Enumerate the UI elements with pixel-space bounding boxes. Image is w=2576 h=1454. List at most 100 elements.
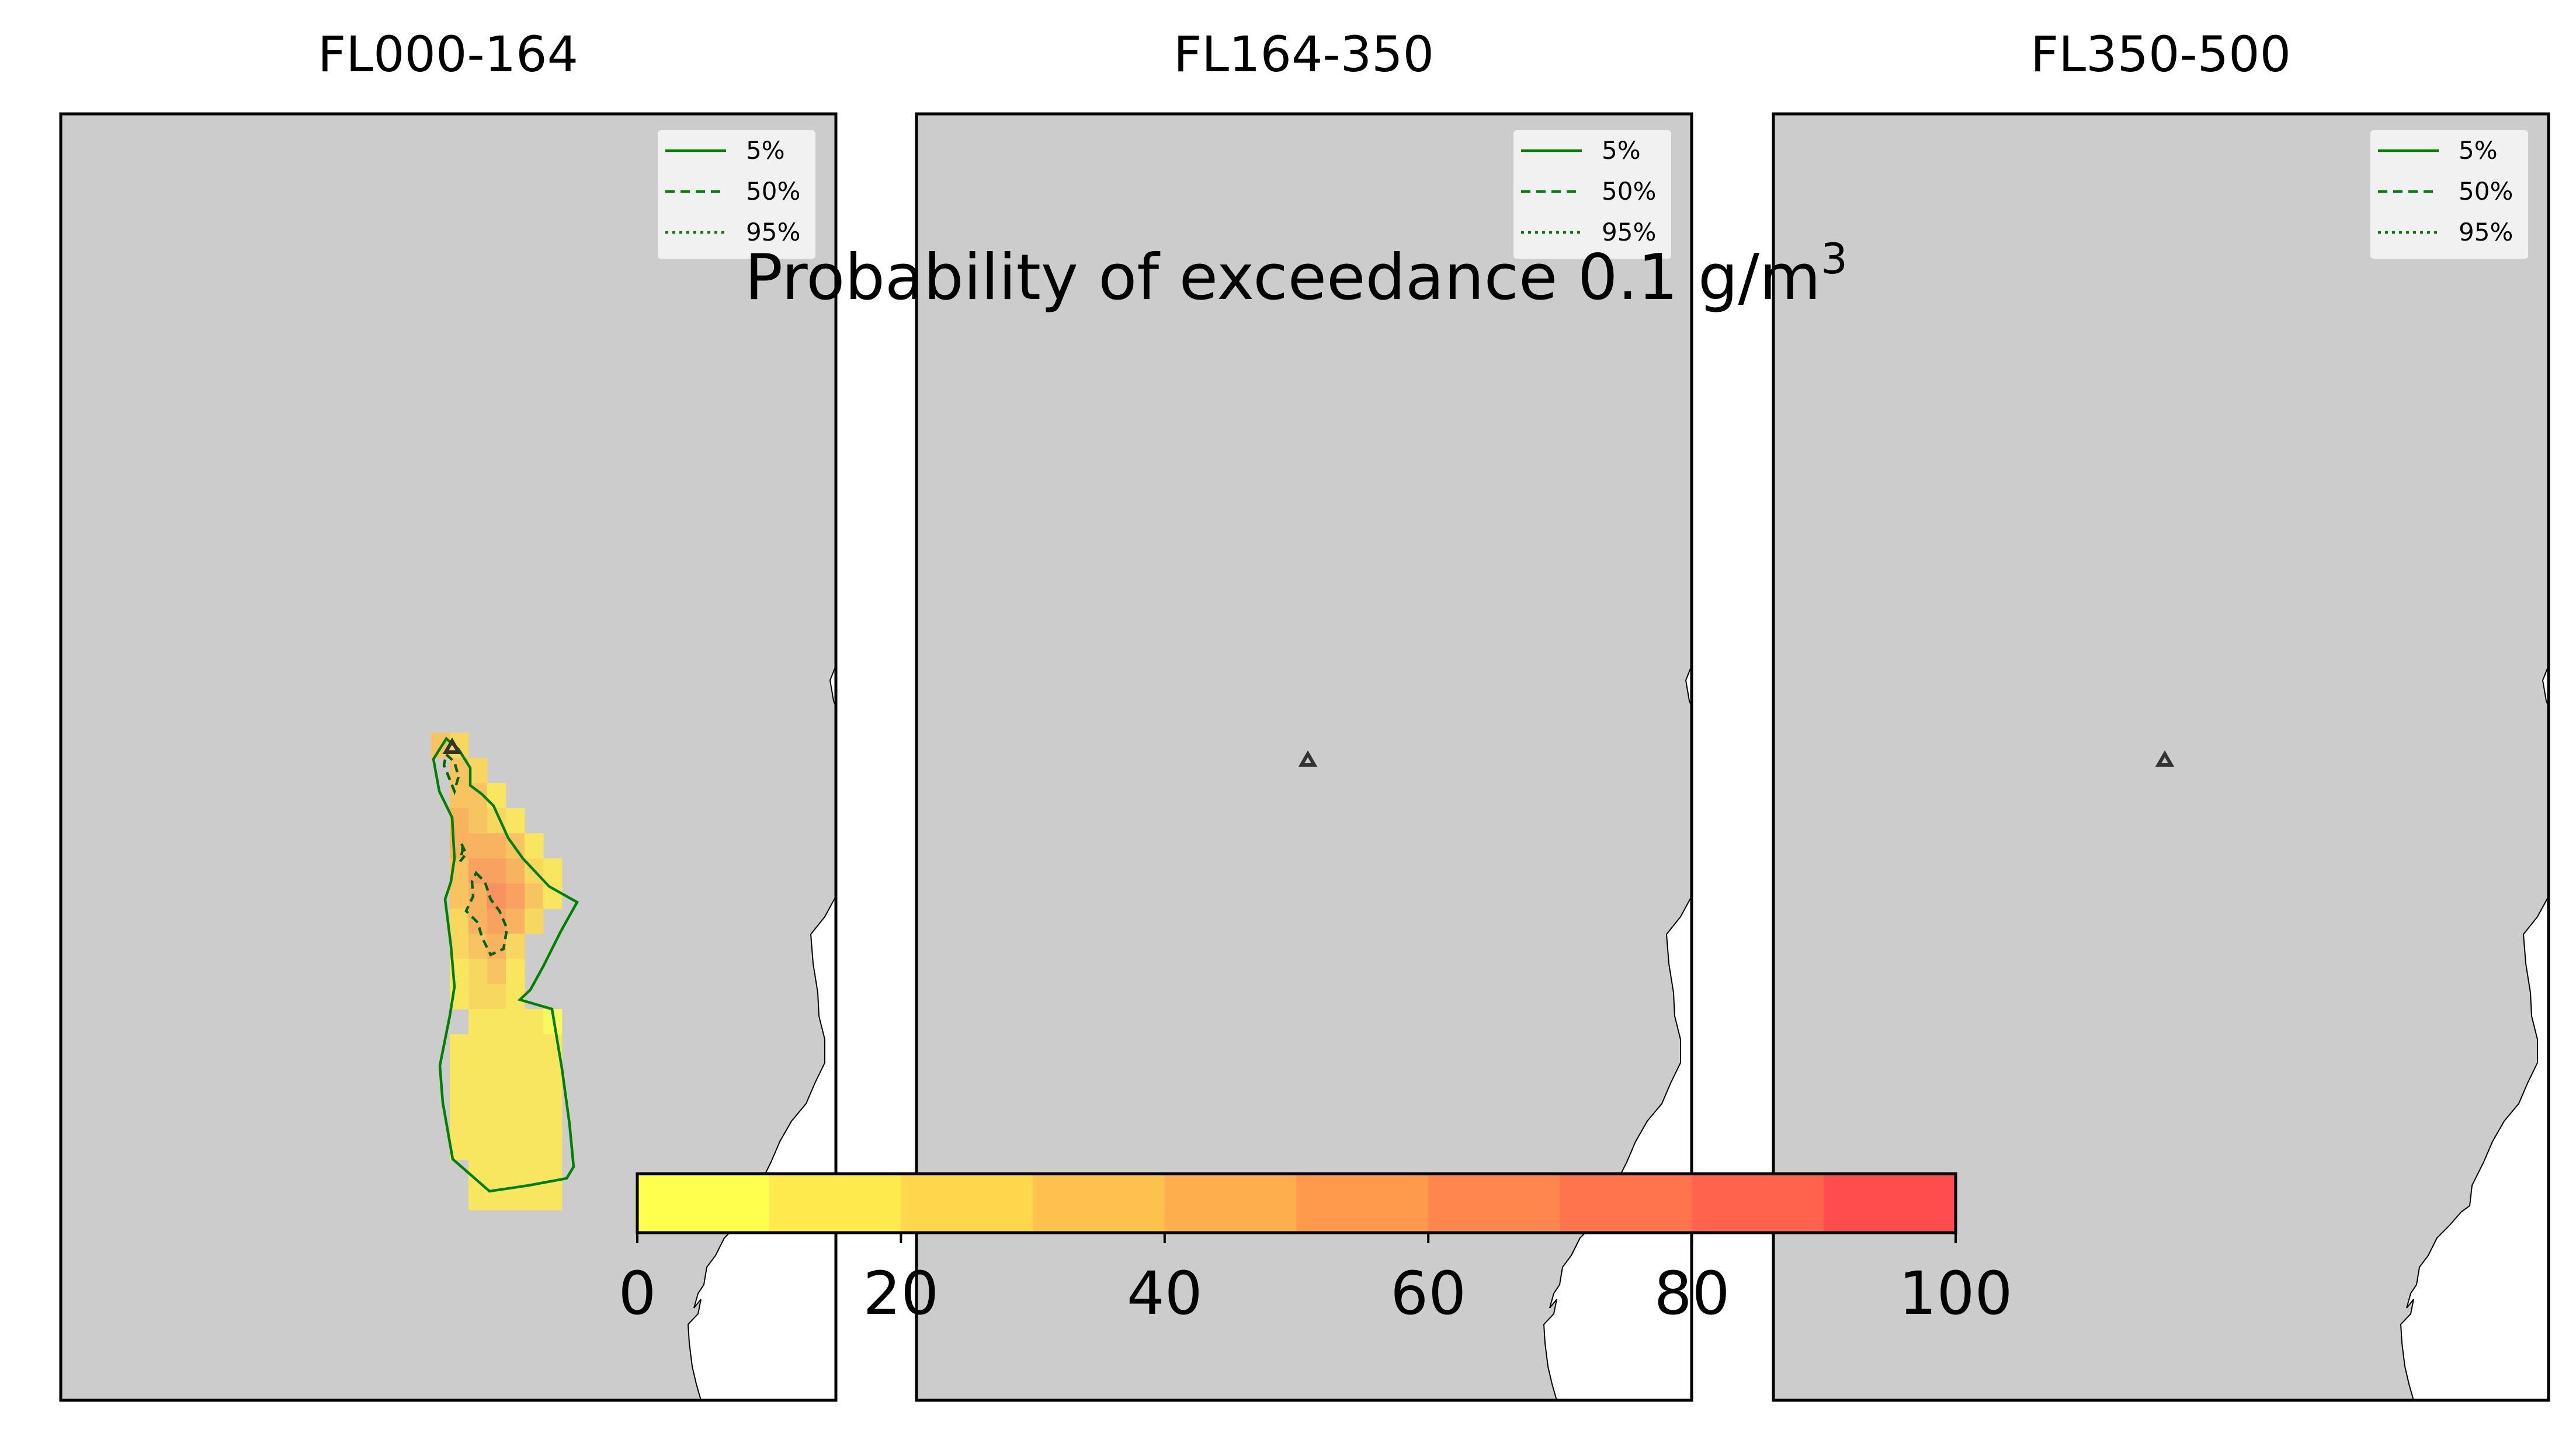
plume-cell [487,1009,506,1035]
plume-cell [487,959,506,985]
plume-cell [506,1160,525,1185]
plume-cell [525,883,544,909]
plume-cell [506,1034,525,1060]
plume-cell [506,959,525,985]
colorbar-bin [1033,1174,1165,1233]
plume-cell [506,1109,525,1135]
legend-label-5: 5% [746,136,785,165]
plume-cell [525,1034,544,1060]
plume-cell [506,909,525,934]
plume-cell [543,1135,563,1160]
plume-cell [450,1034,469,1060]
plume-cell [525,1185,544,1210]
volcano-marker [1298,750,1318,767]
volcano-marker [442,738,462,754]
plume-cell [525,1109,544,1135]
panel-title: FL164-350 [1174,26,1434,83]
plume-cell [506,1009,525,1035]
legend: 5% 50% 95% [1512,129,1672,260]
legend-label-5: 5% [1602,136,1641,165]
plume-cell [468,984,488,1010]
plume-cell [468,758,488,784]
plume-cell [487,1059,506,1085]
legend-label-50: 50% [1602,177,1656,206]
legend-box [2369,129,2529,260]
colorbar-bin [1296,1174,1429,1233]
plume-cell [525,1084,544,1110]
plume-cell [525,1135,544,1160]
plume-cell [468,833,488,859]
colorbar-ticks: 0 20 40 60 80 100 [619,1233,2012,1328]
colorbar-bin [901,1174,1033,1233]
panel-frame [915,112,1693,1402]
plume-cell [487,1109,506,1135]
plume-cell [450,883,469,909]
plume-cell [450,1109,469,1135]
legend-label-50: 50% [2459,177,2513,206]
colorbar-tick-label: 40 [1127,1259,1203,1328]
colorbar-bin [1428,1174,1561,1233]
plume-cell [450,909,469,934]
legend-label-95: 95% [1602,218,1656,246]
colorbar-tick-label: 60 [1390,1259,1466,1328]
legend-box [1512,129,1672,260]
figure-title: Probability of exceedance 0.1 g/m3 [745,234,1848,314]
figure-title-main: Probability of exceedance 0.1 g/m [745,241,1821,314]
sea-area [2400,665,2549,1400]
plume-cell [450,1084,469,1110]
plume-cell [543,1084,563,1110]
plume-cell [506,1135,525,1160]
plume-cell [468,1034,488,1060]
legend-label-5: 5% [2459,136,2498,165]
contour-50-percent [442,752,509,956]
legend-label-95: 95% [2459,218,2513,246]
plume-cell [468,959,488,985]
plume-cell [487,1034,506,1060]
colorbar-bin [1164,1174,1297,1233]
plume-cell [468,858,488,884]
plume-cell [543,1109,563,1135]
panel-frame [59,112,838,1402]
plume-cell [468,808,488,834]
plume-cell [543,858,563,884]
colorbar: 0 20 40 60 80 100 [619,1172,2012,1328]
panel-title: FL000-164 [318,26,578,83]
colorbar-bin [1692,1174,1824,1233]
plume-cell [487,1160,506,1185]
colorbar-frame [636,1172,1957,1234]
plume-cell [468,1084,488,1110]
colorbar-bin [769,1174,901,1233]
plume-cell [525,1009,544,1035]
plume-cell [506,808,525,834]
colorbar-tick-label: 20 [863,1259,939,1328]
colorbar-tick-label: 80 [1654,1259,1730,1328]
plume-cell [525,909,544,934]
panel-title: FL350-500 [2030,26,2291,83]
plume-cell [468,1059,488,1085]
plume-cell [468,1009,488,1035]
panel-frame [1772,112,2550,1402]
plume-cell [468,1109,488,1135]
legend-label-95: 95% [746,218,800,246]
plume-cell [525,1160,544,1185]
legend-box [657,129,817,260]
contour-5-percent [432,736,579,1193]
plume-cell [487,833,506,859]
plume-cell [543,1185,563,1210]
volcano-marker [2155,750,2175,767]
plume-cell [450,1059,469,1085]
legend-label-50: 50% [746,177,800,206]
legend: 5% 50% 95% [2369,129,2529,260]
plume-cell [506,1059,525,1085]
plume-cell [487,1084,506,1110]
plume-cell [487,984,506,1010]
plume-cell [468,1135,488,1160]
figure-title-superscript: 3 [1821,234,1848,283]
colorbar-bin [637,1174,770,1233]
plume-cell [506,934,525,959]
legend: 5% 50% 95% [657,129,817,260]
plume-cell [487,783,506,809]
plume-cell [525,1059,544,1085]
colorbar-tick-label: 0 [619,1259,657,1328]
